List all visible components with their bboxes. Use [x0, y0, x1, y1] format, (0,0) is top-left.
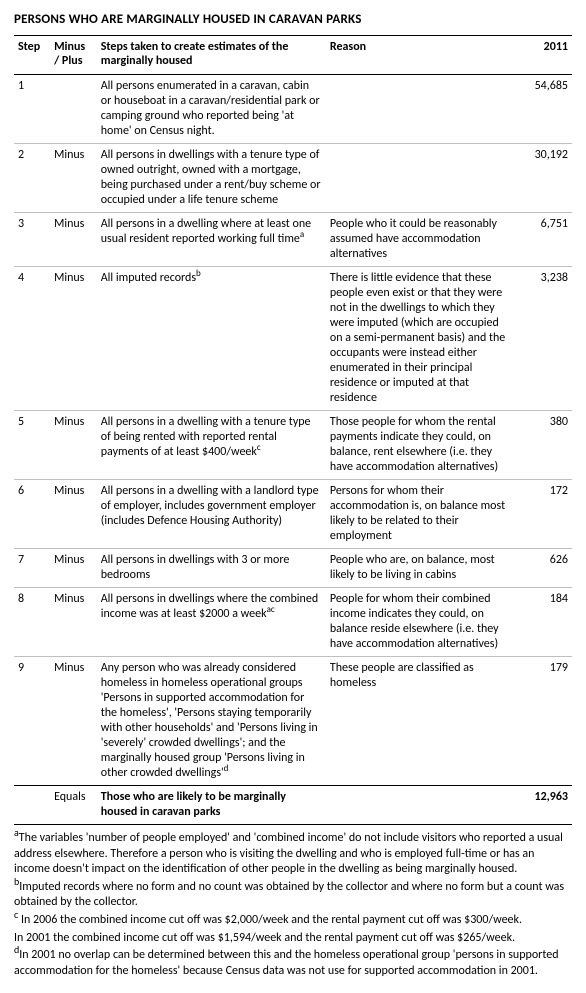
- cell-description: All persons in dwellings where the combi…: [97, 588, 326, 657]
- cell-reason: Those people for whom the rental payment…: [326, 411, 515, 480]
- table-row: 2MinusAll persons in dwellings with a te…: [14, 144, 572, 213]
- page-title: PERSONS WHO ARE MARGINALLY HOUSED IN CAR…: [14, 12, 572, 27]
- cell-value: 3,238: [515, 267, 572, 411]
- cell-minus-plus: Minus: [50, 588, 97, 657]
- equals-desc: Those who are likely to be marginally ho…: [97, 786, 326, 825]
- cell-description: All persons enumerated in a caravan, cab…: [97, 75, 326, 144]
- cell-minus-plus: Minus: [50, 480, 97, 549]
- table-row: 3MinusAll persons in a dwelling where at…: [14, 213, 572, 267]
- table-row: 6MinusAll persons in a dwelling with a l…: [14, 480, 572, 549]
- cell-step: 5: [14, 411, 50, 480]
- cell-description: All imputed recordsb: [97, 267, 326, 411]
- footnote-c1: c In 2006 the combined income cut off wa…: [14, 913, 572, 929]
- cell-value: 380: [515, 411, 572, 480]
- equals-reason: [326, 786, 515, 825]
- cell-reason: [326, 144, 515, 213]
- equals-label: Equals: [50, 786, 97, 825]
- cell-description: All persons in dwellings with 3 or more …: [97, 549, 326, 588]
- cell-minus-plus: Minus: [50, 267, 97, 411]
- cell-value: 184: [515, 588, 572, 657]
- table-header-row: Step Minus / Plus Steps taken to create …: [14, 36, 572, 75]
- cell-step: 8: [14, 588, 50, 657]
- data-table: Step Minus / Plus Steps taken to create …: [14, 35, 572, 825]
- cell-description: All persons in a dwelling with a tenure …: [97, 411, 326, 480]
- header-steps-taken: Steps taken to create estimates of the m…: [97, 36, 326, 75]
- cell-step: 2: [14, 144, 50, 213]
- cell-step: 3: [14, 213, 50, 267]
- cell-minus-plus: Minus: [50, 144, 97, 213]
- cell-minus-plus: [50, 75, 97, 144]
- cell-value: 6,751: [515, 213, 572, 267]
- cell-reason: People who are, on balance, most likely …: [326, 549, 515, 588]
- cell-description: Any person who was already considered ho…: [97, 657, 326, 786]
- equals-row: EqualsThose who are likely to be margina…: [14, 786, 572, 825]
- cell-reason: Persons for whom their accommodation is,…: [326, 480, 515, 549]
- header-year: 2011: [515, 36, 572, 75]
- cell-step: 1: [14, 75, 50, 144]
- equals-value: 12,963: [515, 786, 572, 825]
- cell-step: 7: [14, 549, 50, 588]
- cell-minus-plus: Minus: [50, 657, 97, 786]
- cell-step: 4: [14, 267, 50, 411]
- cell-reason: People for whom their combined income in…: [326, 588, 515, 657]
- footnote-a: aThe variables 'number of people employe…: [14, 831, 572, 878]
- cell-reason: [326, 75, 515, 144]
- cell-reason: There is little evidence that these peop…: [326, 267, 515, 411]
- table-row: 9MinusAny person who was already conside…: [14, 657, 572, 786]
- cell-minus-plus: Minus: [50, 549, 97, 588]
- cell-value: 30,192: [515, 144, 572, 213]
- cell-description: All persons in a dwelling with a landlor…: [97, 480, 326, 549]
- cell-minus-plus: Minus: [50, 213, 97, 267]
- equals-step: [14, 786, 50, 825]
- footnotes: aThe variables 'number of people employe…: [14, 831, 572, 979]
- cell-step: 9: [14, 657, 50, 786]
- table-row: 4MinusAll imputed recordsbThere is littl…: [14, 267, 572, 411]
- cell-description: All persons in dwellings with a tenure t…: [97, 144, 326, 213]
- table-row: 7MinusAll persons in dwellings with 3 or…: [14, 549, 572, 588]
- cell-value: 172: [515, 480, 572, 549]
- footnote-b: bImputed records where no form and no co…: [14, 880, 572, 911]
- cell-minus-plus: Minus: [50, 411, 97, 480]
- footnote-d: dIn 2001 no overlap can be determined be…: [14, 948, 572, 979]
- footnote-c2: In 2001 the combined income cut off was …: [14, 931, 572, 947]
- table-row: 8MinusAll persons in dwellings where the…: [14, 588, 572, 657]
- cell-value: 54,685: [515, 75, 572, 144]
- cell-reason: These people are classified as homeless: [326, 657, 515, 786]
- cell-step: 6: [14, 480, 50, 549]
- cell-reason: People who it could be reasonably assume…: [326, 213, 515, 267]
- header-step: Step: [14, 36, 50, 75]
- table-row: 1 All persons enumerated in a caravan, ca…: [14, 75, 572, 144]
- table-row: 5MinusAll persons in a dwelling with a t…: [14, 411, 572, 480]
- header-reason: Reason: [326, 36, 515, 75]
- cell-value: 626: [515, 549, 572, 588]
- cell-description: All persons in a dwelling where at least…: [97, 213, 326, 267]
- cell-value: 179: [515, 657, 572, 786]
- header-minus-plus: Minus / Plus: [50, 36, 97, 75]
